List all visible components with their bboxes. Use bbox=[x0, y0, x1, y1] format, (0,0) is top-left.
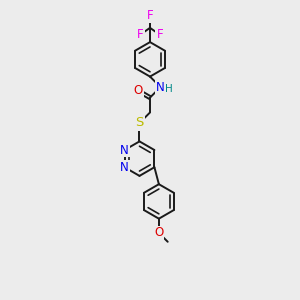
Text: F: F bbox=[137, 28, 144, 41]
Text: O: O bbox=[134, 84, 143, 97]
Text: O: O bbox=[154, 226, 164, 239]
Text: H: H bbox=[165, 84, 172, 94]
Text: N: N bbox=[156, 81, 165, 94]
Text: N: N bbox=[120, 143, 129, 157]
Text: F: F bbox=[147, 10, 153, 22]
Text: S: S bbox=[135, 116, 144, 130]
Text: F: F bbox=[156, 28, 163, 41]
Text: N: N bbox=[120, 161, 129, 174]
